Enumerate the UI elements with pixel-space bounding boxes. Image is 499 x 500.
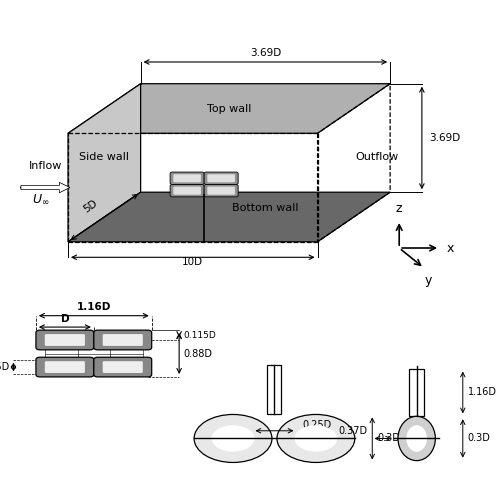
Text: 0.115D: 0.115D	[183, 330, 216, 340]
Text: y: y	[425, 274, 432, 287]
FancyBboxPatch shape	[170, 184, 204, 197]
FancyBboxPatch shape	[45, 361, 85, 373]
Text: 1.16D: 1.16D	[468, 388, 497, 398]
FancyBboxPatch shape	[204, 172, 238, 184]
Text: 10D: 10D	[182, 257, 204, 267]
Text: 0.25D: 0.25D	[302, 420, 332, 430]
Text: 3.69D: 3.69D	[429, 133, 460, 143]
Text: 0.88D: 0.88D	[183, 348, 212, 358]
FancyBboxPatch shape	[170, 172, 204, 184]
Bar	[409, 368, 424, 416]
Text: 5D: 5D	[82, 198, 100, 214]
Ellipse shape	[406, 425, 427, 452]
Text: 1.16D: 1.16D	[77, 302, 111, 312]
Text: z: z	[396, 202, 403, 215]
FancyBboxPatch shape	[45, 334, 85, 346]
Text: 0.3D: 0.3D	[377, 434, 400, 444]
FancyBboxPatch shape	[36, 357, 94, 377]
Bar	[267, 365, 281, 414]
Text: $U_\infty$: $U_\infty$	[32, 193, 49, 206]
FancyBboxPatch shape	[103, 334, 143, 346]
Polygon shape	[68, 84, 141, 242]
FancyBboxPatch shape	[173, 186, 201, 194]
Text: Inflow: Inflow	[28, 161, 62, 171]
FancyBboxPatch shape	[207, 186, 235, 194]
Ellipse shape	[194, 414, 272, 463]
Text: 3.69D: 3.69D	[250, 48, 281, 58]
Text: Side wall: Side wall	[79, 152, 129, 162]
Ellipse shape	[294, 426, 337, 452]
FancyBboxPatch shape	[173, 174, 201, 182]
Ellipse shape	[212, 426, 254, 452]
Polygon shape	[68, 84, 390, 134]
FancyBboxPatch shape	[103, 361, 143, 373]
Ellipse shape	[277, 414, 355, 463]
Text: Bottom wall: Bottom wall	[232, 202, 298, 212]
FancyBboxPatch shape	[94, 330, 152, 350]
FancyBboxPatch shape	[36, 330, 94, 350]
FancyBboxPatch shape	[94, 357, 152, 377]
Text: 0.37D: 0.37D	[338, 426, 368, 436]
Ellipse shape	[398, 416, 435, 461]
FancyBboxPatch shape	[207, 174, 235, 182]
Text: x: x	[447, 242, 454, 254]
FancyBboxPatch shape	[204, 184, 238, 197]
Text: D: D	[60, 314, 69, 324]
Text: Top wall: Top wall	[207, 104, 251, 114]
Text: Outflow: Outflow	[355, 152, 398, 162]
Text: 0.3D: 0.3D	[468, 434, 491, 444]
Text: 0.25D: 0.25D	[0, 362, 9, 372]
Polygon shape	[68, 192, 390, 242]
